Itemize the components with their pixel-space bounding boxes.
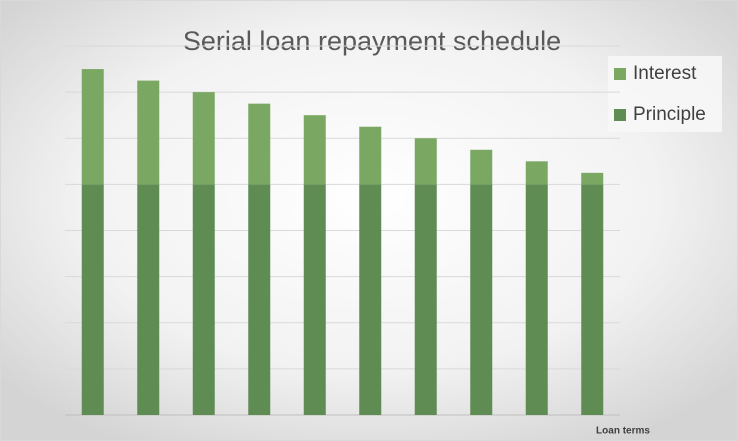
x-axis-label: Loan terms [596, 426, 650, 437]
bar-segment [359, 184, 382, 415]
bar-segment [581, 172, 604, 185]
bar-segment [525, 184, 548, 415]
bar-segment [81, 184, 104, 415]
legend-label: Principle [633, 104, 706, 125]
bar-segment [470, 184, 493, 415]
chart-title: Serial loan repayment schedule [183, 26, 561, 56]
bar-segment [137, 80, 160, 185]
bar-segment [192, 184, 215, 415]
bar-segment [359, 126, 382, 185]
legend-box [608, 56, 722, 132]
legend-swatch [614, 109, 626, 121]
bar-segment [414, 138, 437, 185]
legend-swatch [614, 68, 626, 80]
bar-segment [303, 184, 326, 415]
bar-segment [581, 184, 604, 415]
bar-segment [192, 92, 215, 185]
bar-segment [81, 69, 104, 185]
bar-segment [137, 184, 160, 415]
bar-segment [303, 115, 326, 185]
bar-segment [414, 184, 437, 415]
bar-segment [470, 149, 493, 185]
legend-label: Interest [633, 63, 697, 84]
bar-segment [248, 103, 271, 185]
bar-segment [525, 161, 548, 185]
bar-segment [248, 184, 271, 415]
